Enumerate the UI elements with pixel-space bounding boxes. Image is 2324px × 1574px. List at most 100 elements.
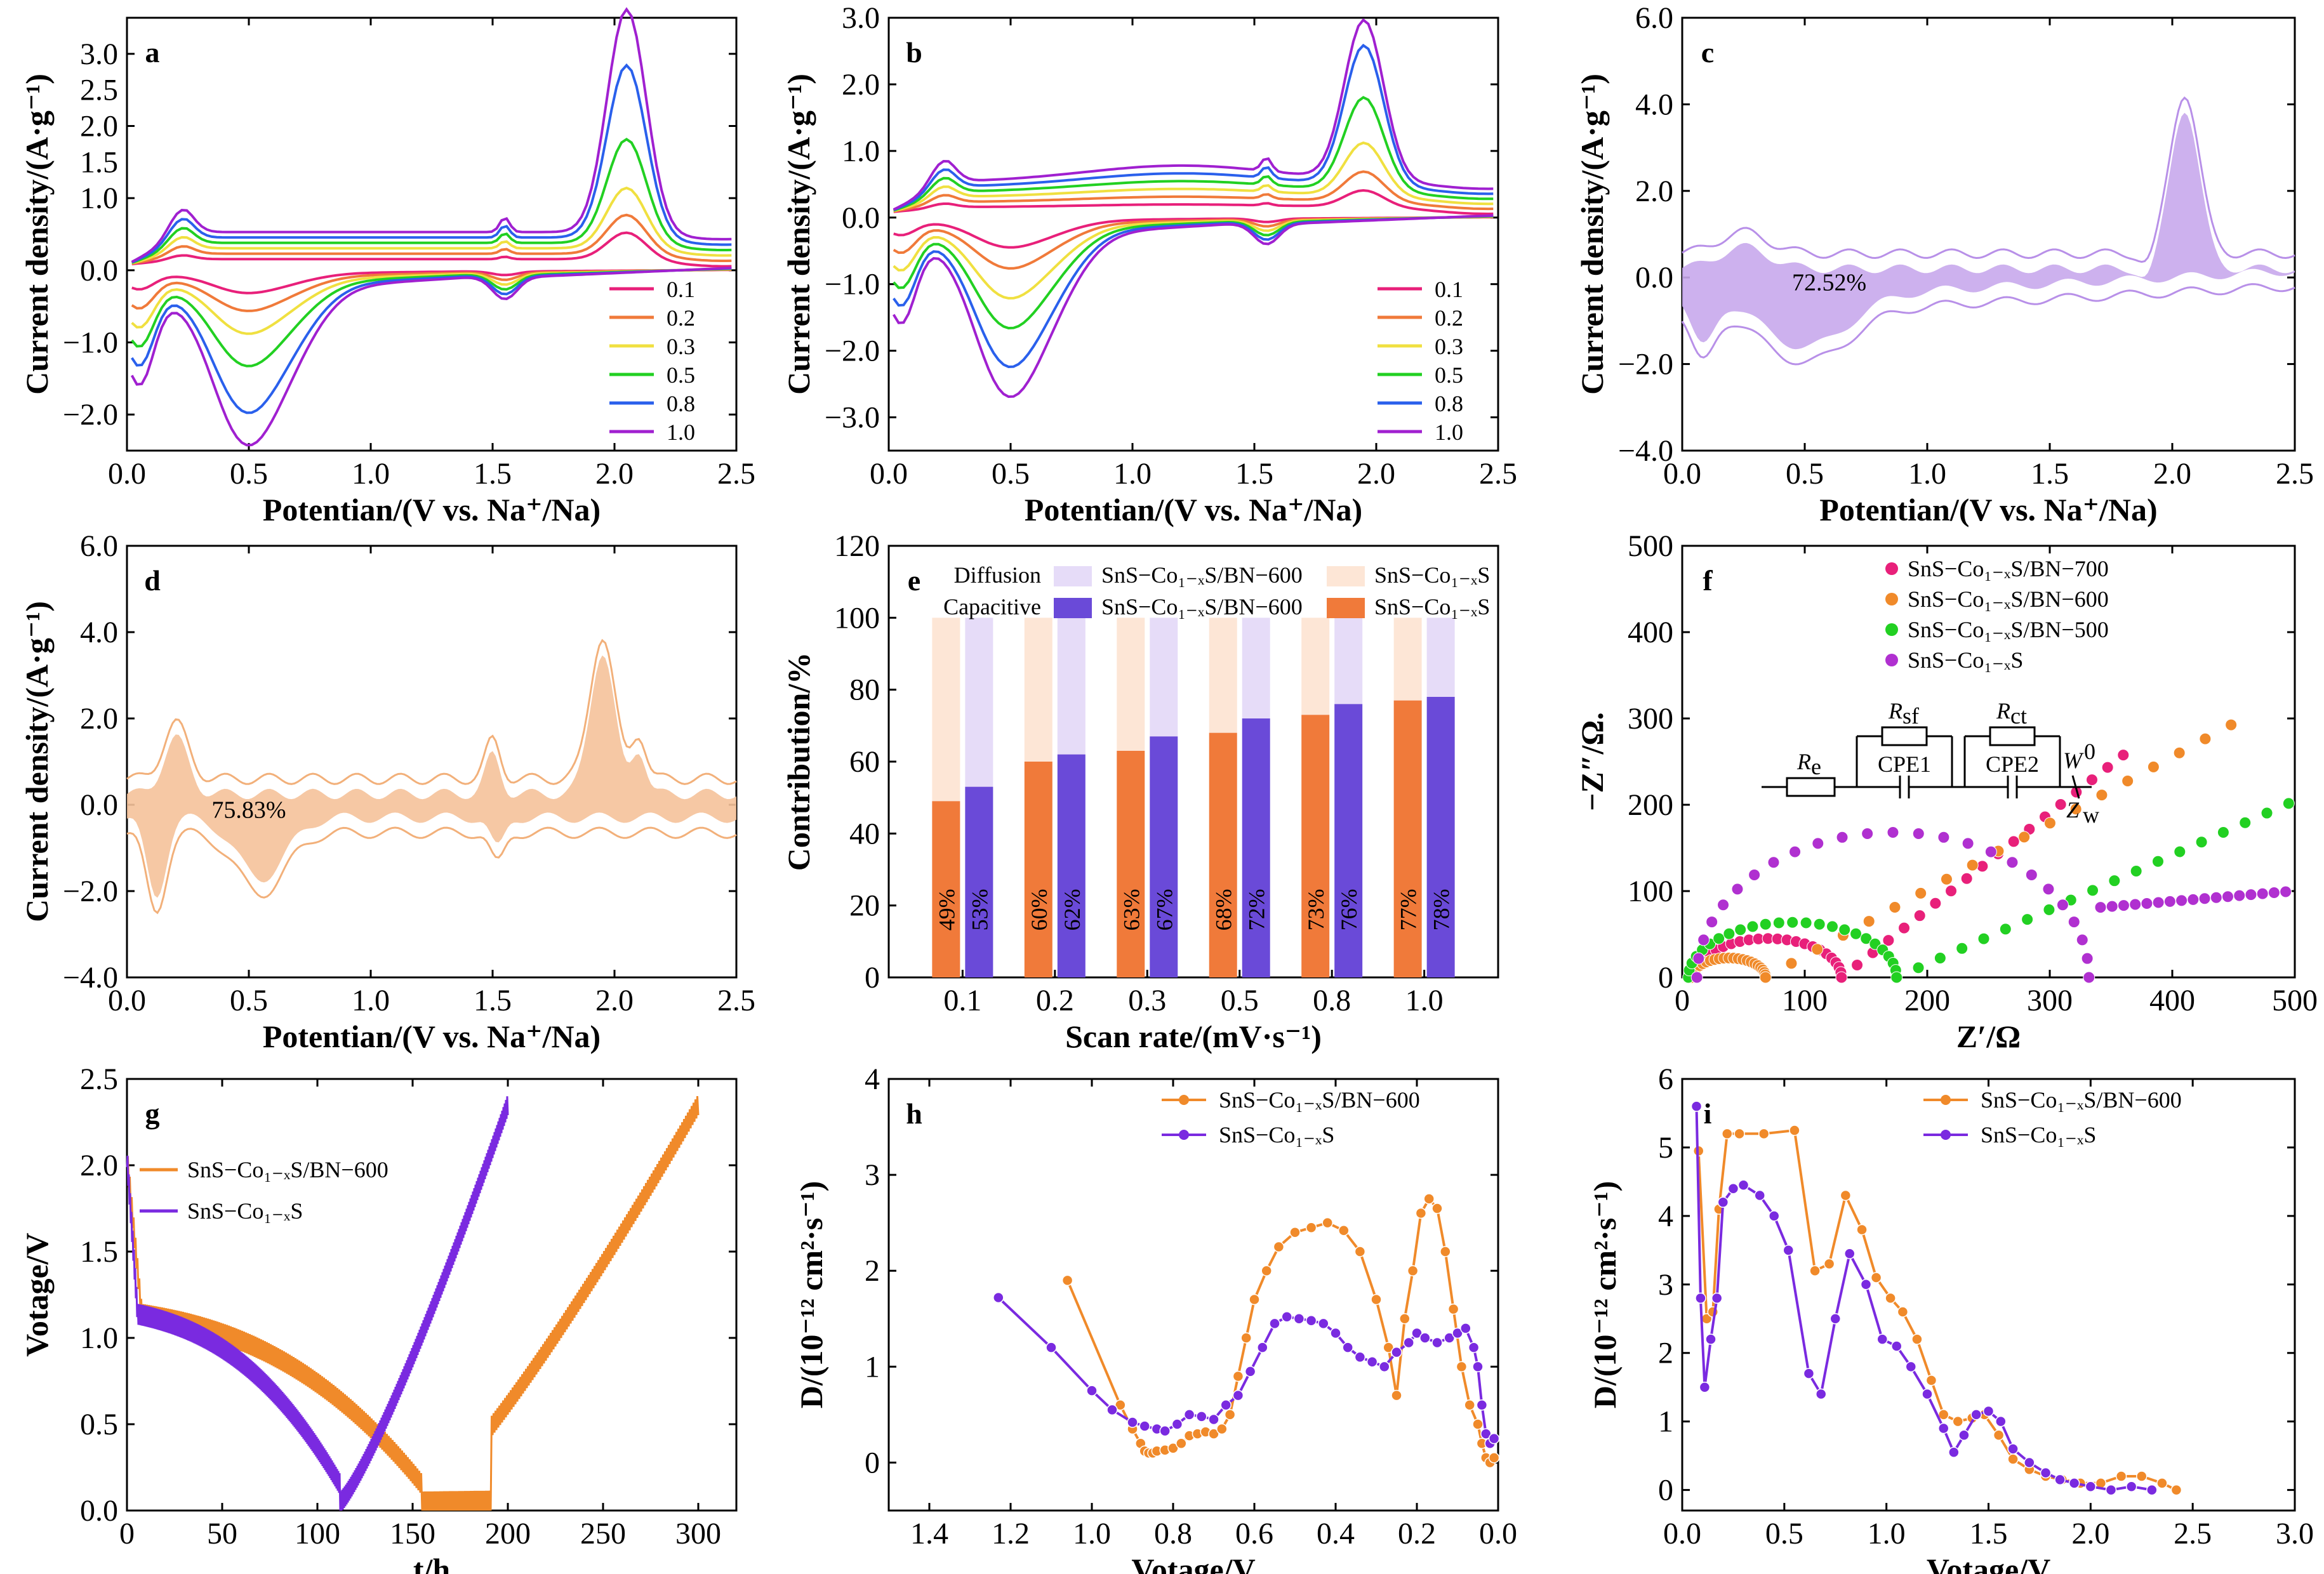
- legend-label: SnS−Co₁₋ₓS: [1908, 647, 2023, 673]
- diffusion-point: [1488, 1432, 1500, 1445]
- x-tick-label: 0.5: [1221, 984, 1259, 1017]
- diffusion-point: [1727, 1182, 1739, 1194]
- diffusion-point: [1456, 1361, 1468, 1373]
- impedance-point: [1984, 845, 1997, 858]
- legend-label: SnS−Co₁₋ₓS/BN−600: [1981, 1087, 2182, 1113]
- y-tick-label: −3.0: [825, 401, 880, 435]
- impedance-point: [1748, 868, 1761, 881]
- legend-marker: [1179, 1095, 1189, 1105]
- impedance-point: [2054, 798, 2067, 811]
- impedance-point: [1723, 927, 1736, 940]
- capacitive-bar: [965, 786, 993, 977]
- diffusion-point: [1844, 1248, 1856, 1259]
- impedance-point: [1890, 971, 1903, 984]
- y-tick-label: 1: [1658, 1405, 1673, 1439]
- y-axis-label: Current density/(A·g⁻¹): [1574, 74, 1610, 395]
- y-axis-label: −Z″/Ω.: [1574, 712, 1610, 811]
- label-zw: Z: [2066, 797, 2080, 823]
- x-tick-label: 100: [295, 1517, 340, 1551]
- x-tick-label: 2.5: [717, 457, 755, 491]
- diffusion-point: [1464, 1399, 1475, 1411]
- diffusion-point: [1488, 1452, 1500, 1464]
- impedance-point: [1915, 887, 1927, 899]
- impedance-point: [1717, 899, 1730, 911]
- x-tick-label: 2.0: [1357, 457, 1395, 491]
- bar-value-label: 63%: [1119, 889, 1144, 930]
- impedance-point: [2221, 890, 2234, 903]
- impedance-point: [1767, 856, 1780, 869]
- panel-d: 0.0 0.5 1.0 1.5 2.0 2.5 −4.0 −2.0 0.0 2.0 4.0 6.0 Po…: [19, 529, 755, 1054]
- diffusion-point: [2136, 1471, 2148, 1482]
- impedance-point: [1898, 922, 1911, 934]
- bar-value-label: 62%: [1059, 889, 1085, 930]
- diffusion-point: [1240, 1332, 1252, 1344]
- impedance-point: [2025, 868, 2038, 881]
- panel-letter: b: [906, 36, 922, 69]
- y-tick-label: 3: [865, 1158, 880, 1192]
- diffusion-point: [1758, 1128, 1770, 1140]
- diffusion-point: [1769, 1210, 1780, 1222]
- y-tick-label: 5: [1658, 1131, 1673, 1165]
- diffusion-point: [1840, 1189, 1852, 1201]
- impedance-point: [1789, 845, 1802, 858]
- diffusion-point: [1354, 1246, 1366, 1257]
- x-tick-label: 0.4: [1317, 1517, 1355, 1551]
- impedance-point: [1835, 971, 1848, 984]
- impedance-point: [2076, 934, 2088, 946]
- gitt-curve-sns: [126, 1096, 509, 1511]
- x-tick-label: 0: [1675, 984, 1690, 1017]
- impedance-point: [2095, 789, 2108, 802]
- diffusion-point: [2054, 1474, 2066, 1486]
- diffusion-point: [1216, 1423, 1228, 1435]
- impedance-point: [2042, 883, 2055, 896]
- legend-label: SnS−Co₁₋ₓS: [1374, 562, 1490, 588]
- diffusion-point: [1472, 1419, 1484, 1430]
- diffusion-point: [993, 1292, 1004, 1304]
- y-tick-label: 100: [834, 601, 880, 635]
- x-tick-label: 0.0: [870, 457, 908, 491]
- y-tick-label: 2.0: [1635, 175, 1673, 208]
- diffusion-point: [1690, 1101, 1703, 1112]
- y-tick-label: 120: [834, 529, 880, 563]
- impedance-point: [1977, 932, 1990, 945]
- diffusion-point: [1257, 1342, 1268, 1353]
- x-axis-label: Potentian/(V vs. Na⁺/Na): [263, 1019, 601, 1054]
- diffusion-point: [1891, 1340, 1902, 1352]
- x-tick-label: 150: [390, 1517, 435, 1551]
- x-tick-label: 1.5: [474, 984, 512, 1017]
- impedance-point: [2007, 835, 2020, 848]
- panel-letter: e: [908, 564, 920, 597]
- panel-g: 0 50 100 150 200 250 300 0.0 0.5 1.0 1.5 2.0 2.5 t/h V…: [19, 1062, 738, 1574]
- x-tick-label: 1.0: [352, 457, 390, 491]
- legend-label: SnS−Co₁₋ₓS/BN−500: [1908, 617, 2109, 642]
- label-w0-sub: 0: [2084, 739, 2095, 764]
- label-w0: W: [2063, 748, 2084, 773]
- diffusion-point: [1876, 1333, 1888, 1345]
- y-tick-label: 4: [865, 1062, 880, 1096]
- x-axis-label: t/h: [413, 1552, 451, 1574]
- impedance-point: [2245, 889, 2257, 901]
- plot-frame: [126, 17, 738, 452]
- diffusion-point: [2125, 1481, 2137, 1492]
- label-zw-sub: w: [2083, 802, 2099, 828]
- diffusion-bar: [965, 618, 993, 787]
- cv-cathodic-curve: [130, 267, 732, 447]
- panel-c: 0.0 0.5 1.0 1.5 2.0 2.5 −4.0 −2.0 0.0 2.0 4.0 6.0 Po…: [1574, 1, 2314, 527]
- y-tick-label: 3.0: [80, 37, 118, 71]
- legend-swatch: [1054, 566, 1092, 586]
- diffusion-point: [1705, 1333, 1716, 1345]
- legend-label: 1.0: [667, 420, 695, 445]
- bar-value-label: 68%: [1211, 889, 1237, 930]
- resistor: [1989, 726, 2036, 746]
- y-tick-label: 0: [865, 1446, 880, 1479]
- legend-swatch: [1327, 566, 1365, 586]
- diffusion-point: [1261, 1265, 1272, 1276]
- diffusion-point: [1403, 1337, 1414, 1349]
- x-tick-label: 0: [119, 1517, 135, 1551]
- x-tick-label: 1.5: [1235, 457, 1273, 491]
- impedance-point: [2239, 816, 2252, 829]
- diffusion-point: [2068, 1478, 2080, 1489]
- diffusion-bar: [1024, 618, 1052, 762]
- y-tick-label: 6.0: [80, 529, 118, 563]
- legend-capacitive: Capacitive: [943, 594, 1041, 619]
